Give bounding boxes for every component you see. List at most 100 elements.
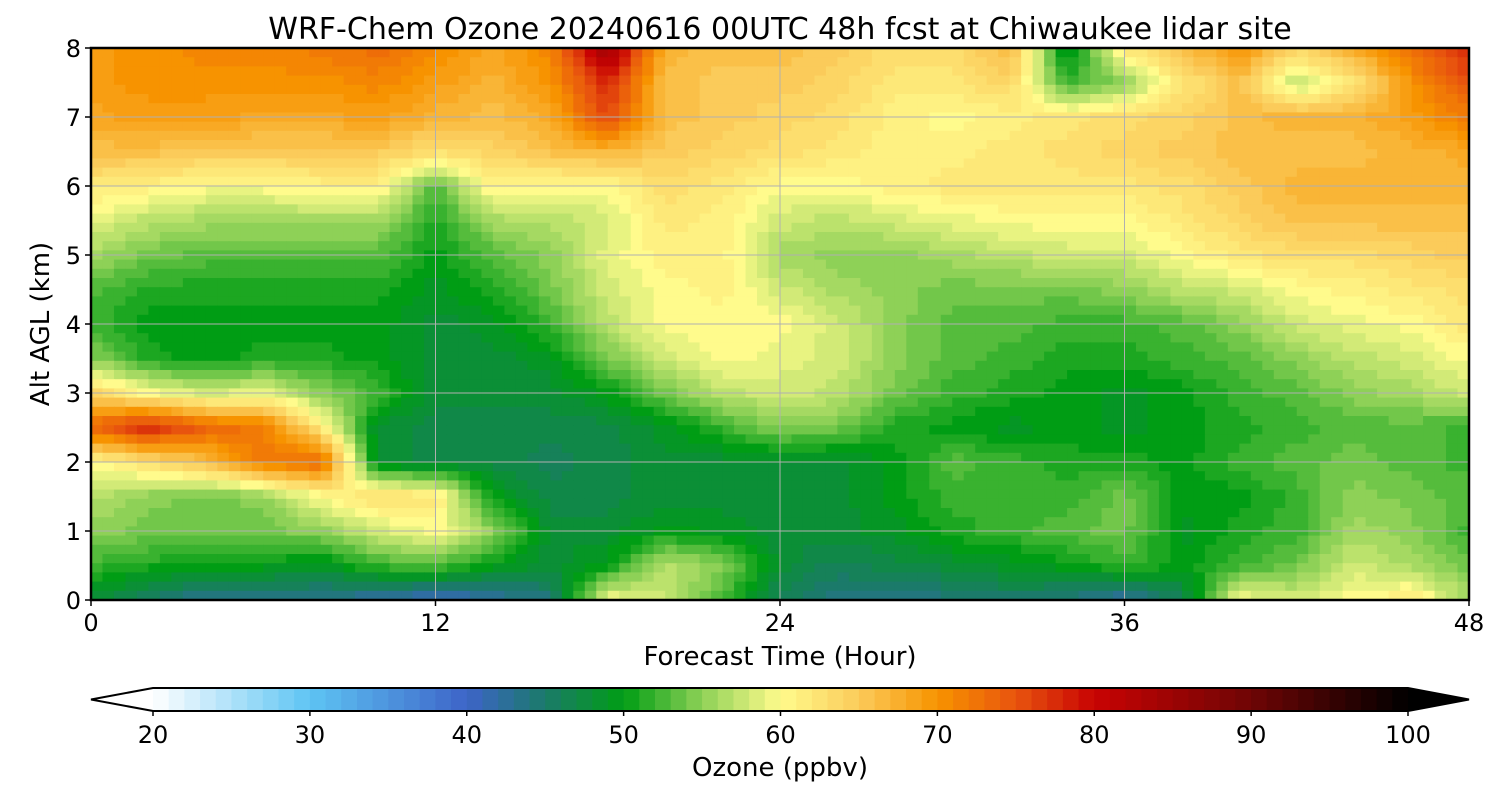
ozone-cell (975, 121, 988, 132)
ozone-cell (665, 342, 678, 353)
ozone-cell (538, 416, 551, 426)
ozone-cell (1296, 186, 1309, 196)
ozone-cell (940, 425, 953, 435)
ozone-cell (1135, 314, 1149, 325)
ozone-cell (757, 204, 770, 215)
ozone-cell (1423, 48, 1436, 58)
ozone-cell (596, 158, 609, 169)
ozone-cell (182, 305, 195, 316)
ozone-cell (780, 149, 793, 159)
ozone-cell (584, 296, 597, 307)
ozone-cell (1411, 167, 1424, 178)
ozone-cell (274, 75, 287, 86)
ozone-cell (1078, 406, 1091, 417)
ozone-cell (699, 268, 712, 279)
ozone-cell (205, 296, 218, 307)
ozone-cell (688, 57, 701, 67)
ozone-cell (1216, 204, 1229, 215)
ozone-cell (286, 370, 299, 380)
ozone-cell (883, 379, 896, 389)
ozone-cell (515, 241, 528, 251)
ozone-cell (906, 130, 919, 141)
ozone-cell (699, 241, 712, 251)
ozone-cell (527, 140, 540, 150)
ozone-cell (745, 333, 758, 343)
ozone-cell (171, 176, 184, 187)
ozone-cell (1400, 268, 1413, 279)
ozone-cell (1204, 84, 1217, 95)
ozone-cell (309, 176, 322, 187)
ozone-cell (228, 425, 241, 435)
ozone-cell (1170, 278, 1183, 288)
ozone-cell (389, 406, 402, 417)
ozone-cell (607, 130, 620, 141)
ozone-cell (917, 130, 930, 141)
ozone-cell (1354, 370, 1367, 380)
ozone-cell (274, 259, 287, 270)
ozone-cell (1250, 213, 1263, 224)
ozone-cell (1009, 370, 1022, 380)
ozone-cell (91, 241, 104, 251)
ozone-cell (1400, 195, 1413, 205)
ozone-cell (435, 305, 448, 316)
ozone-cell (791, 333, 804, 343)
ozone-cell (263, 84, 276, 95)
ozone-cell (906, 222, 919, 233)
ozone-cell (975, 75, 988, 86)
ozone-cell (665, 186, 678, 196)
ozone-cell (906, 342, 919, 353)
ozone-cell (389, 268, 402, 279)
ozone-cell (1055, 103, 1068, 113)
ozone-cell (1250, 397, 1263, 408)
ozone-cell (102, 66, 115, 77)
ozone-cell (963, 425, 976, 435)
ozone-cell (711, 416, 724, 426)
ozone-cell (446, 416, 460, 426)
ozone-cell (527, 314, 540, 325)
ozone-cell (1181, 324, 1194, 334)
ozone-cell (1273, 222, 1286, 233)
ozone-cell (1044, 296, 1057, 307)
ozone-cell (584, 314, 597, 325)
ozone-cell (1457, 370, 1470, 380)
ozone-cell (1032, 351, 1045, 362)
ozone-cell (113, 425, 127, 435)
ozone-cell (929, 94, 942, 104)
ozone-cell (596, 149, 609, 159)
ozone-cell (286, 158, 299, 169)
ozone-cell (240, 121, 253, 132)
ozone-cell (561, 360, 574, 371)
ozone-cell (745, 287, 758, 297)
ozone-cell (297, 222, 310, 233)
ozone-cell (401, 140, 414, 150)
ozone-cell (1400, 94, 1413, 104)
ozone-cell (412, 66, 425, 77)
ozone-cell (412, 222, 425, 233)
ozone-cell (194, 94, 207, 104)
ozone-cell (676, 268, 689, 279)
ozone-cell (159, 84, 172, 95)
ozone-cell (1067, 232, 1080, 242)
ozone-cell (1319, 305, 1332, 316)
ozone-cell (825, 351, 839, 362)
ozone-cell (205, 379, 218, 389)
ozone-cell (1170, 84, 1183, 95)
ozone-cell (1032, 66, 1045, 77)
ozone-cell (1273, 75, 1286, 86)
ozone-cell (263, 213, 276, 224)
ozone-cell (297, 342, 310, 353)
ozone-cell (1457, 342, 1470, 353)
ozone-cell (1009, 314, 1022, 325)
ozone-cell (228, 167, 241, 178)
ozone-cell (940, 186, 953, 196)
ozone-cell (492, 103, 505, 113)
ozone-cell (1135, 416, 1149, 426)
ozone-cell (1135, 379, 1149, 389)
ozone-cell (435, 259, 448, 270)
ozone-cell (768, 241, 781, 251)
ozone-cell (584, 397, 597, 408)
ozone-cell (343, 259, 356, 270)
ozone-cell (1239, 130, 1252, 141)
ozone-cell (1135, 351, 1149, 362)
ozone-cell (1365, 103, 1378, 113)
